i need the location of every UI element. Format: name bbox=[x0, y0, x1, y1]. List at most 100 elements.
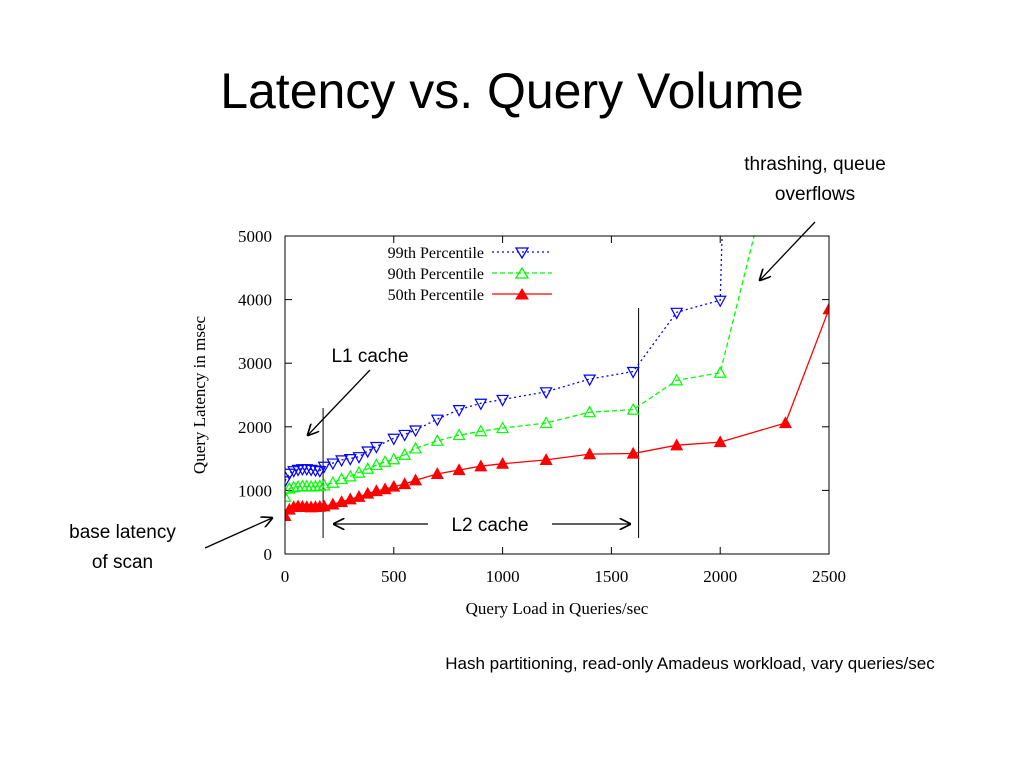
series-1-point-26 bbox=[626, 402, 640, 415]
series-2-point-22 bbox=[474, 459, 488, 472]
series-0-point-17 bbox=[398, 429, 412, 442]
l1-cache-label: L1 cache bbox=[331, 346, 408, 367]
series-0-point-9 bbox=[317, 461, 331, 474]
x-tick-label-2: 1000 bbox=[486, 567, 520, 586]
series-1-point-16 bbox=[378, 455, 392, 467]
series-1-point-23 bbox=[496, 421, 510, 434]
series-2-point-28 bbox=[713, 435, 727, 448]
series-1-point-12 bbox=[343, 469, 357, 482]
series-2-point-26 bbox=[626, 446, 640, 459]
y-tick-label-3: 3000 bbox=[238, 354, 272, 373]
base-latency-line1: base latency bbox=[69, 522, 176, 543]
thrashing-arrow bbox=[760, 221, 816, 280]
series-2-point-25 bbox=[583, 447, 597, 460]
series-0-point-21 bbox=[474, 398, 488, 411]
series-line-2 bbox=[285, 308, 829, 517]
y-tick-label-1: 1000 bbox=[238, 481, 272, 500]
x-tick-label-4: 2000 bbox=[703, 567, 737, 586]
series-1-point-24 bbox=[539, 416, 553, 429]
legend-marker-90 bbox=[514, 266, 530, 279]
series-2-point-23 bbox=[496, 456, 510, 469]
series-1-point-1 bbox=[285, 481, 296, 494]
series-0-point-11 bbox=[335, 455, 349, 468]
base-latency-arrow bbox=[204, 518, 272, 549]
series-2-point-19 bbox=[409, 473, 423, 486]
series-0-point-5 bbox=[300, 464, 314, 477]
series-0-point-0 bbox=[285, 476, 292, 489]
series-1-point-29 bbox=[752, 218, 763, 228]
legend-label-90: 90th Percentile bbox=[388, 266, 484, 283]
l2-cache-label: L2 cache bbox=[451, 515, 528, 536]
series-0-point-15 bbox=[369, 441, 383, 454]
series-1-point-9 bbox=[317, 478, 331, 491]
slide-title: Latency vs. Query Volume bbox=[220, 63, 804, 119]
series-1-point-15 bbox=[369, 458, 383, 471]
series-group bbox=[285, 218, 829, 521]
series-0-point-14 bbox=[361, 446, 375, 459]
series-1-point-0 bbox=[285, 490, 292, 502]
series-0-point-7 bbox=[308, 465, 322, 478]
series-2-point-17 bbox=[387, 479, 401, 492]
thrashing-annotation: thrashing, queue overflows bbox=[700, 150, 930, 210]
series-2-point-18 bbox=[398, 477, 412, 490]
series-1-point-17 bbox=[387, 452, 401, 465]
legend-label-99: 99th Percentile bbox=[388, 245, 484, 262]
base-latency-annotation: base latency of scan bbox=[40, 518, 205, 578]
thrashing-annotation-line1: thrashing, queue bbox=[744, 154, 886, 175]
series-0-point-22 bbox=[496, 394, 510, 407]
series-1-point-13 bbox=[352, 465, 366, 478]
series-1-point-22 bbox=[474, 424, 488, 437]
thrashing-annotation-line2: overflows bbox=[774, 184, 856, 205]
x-tick-label-1: 500 bbox=[381, 567, 407, 586]
series-0-point-26 bbox=[670, 307, 684, 320]
series-0-point-20 bbox=[452, 405, 466, 417]
series-0-point-28 bbox=[717, 219, 728, 229]
x-tick-label-3: 1500 bbox=[594, 567, 628, 586]
legend: 99th Percentile 90th Percentile 50th Per… bbox=[388, 245, 552, 304]
base-latency-line2: of scan bbox=[91, 552, 154, 573]
series-0-point-24 bbox=[583, 374, 597, 387]
y-tick-label-0: 0 bbox=[264, 545, 273, 564]
series-0-point-10 bbox=[326, 458, 340, 471]
series-0-point-27 bbox=[713, 295, 727, 308]
plot-frame bbox=[284, 235, 830, 555]
legend-marker-50 bbox=[515, 288, 529, 300]
series-0-point-3 bbox=[291, 464, 305, 477]
series-2-point-20 bbox=[430, 467, 444, 479]
y-tick-label-2: 2000 bbox=[238, 418, 272, 437]
series-1-point-27 bbox=[670, 373, 684, 386]
series-2-point-13 bbox=[352, 490, 366, 502]
series-0-point-12 bbox=[343, 454, 357, 466]
series-1-point-2 bbox=[287, 480, 301, 493]
chart-marks: 0 500 1000 1500 2000 2500 0 1000 2000 3000 4000 500… bbox=[238, 218, 846, 586]
series-1-point-25 bbox=[583, 405, 597, 418]
series-0-point-16 bbox=[387, 433, 401, 446]
series-1-point-28 bbox=[713, 365, 727, 378]
series-0-point-18 bbox=[409, 425, 423, 438]
series-1-point-14 bbox=[361, 462, 375, 474]
x-tick-label-5: 2500 bbox=[812, 567, 846, 586]
series-1-point-19 bbox=[409, 441, 423, 454]
series-1-point-8 bbox=[313, 479, 327, 492]
y-tick-label-4: 4000 bbox=[238, 291, 272, 310]
series-1-point-10 bbox=[326, 476, 340, 488]
legend-marker-99 bbox=[514, 247, 530, 260]
x-tick-label-0: 0 bbox=[281, 567, 290, 586]
l1-cache-arrow bbox=[308, 369, 371, 435]
series-1-point-20 bbox=[430, 434, 444, 446]
series-0-point-8 bbox=[313, 466, 327, 478]
series-1-point-18 bbox=[398, 448, 412, 460]
series-0-point-25 bbox=[626, 366, 640, 379]
series-2-point-29 bbox=[778, 416, 792, 429]
series-2-point-9 bbox=[317, 499, 331, 512]
series-2-point-21 bbox=[452, 463, 466, 476]
series-0-point-13 bbox=[352, 452, 366, 464]
y-tick-label-5: 5000 bbox=[238, 227, 272, 246]
slide-caption: Hash partitioning, read-only Amadeus wor… bbox=[445, 654, 935, 673]
series-0-point-23 bbox=[539, 387, 553, 400]
series-1-point-21 bbox=[452, 428, 466, 441]
legend-label-50: 50th Percentile bbox=[388, 287, 484, 304]
series-1-point-11 bbox=[335, 472, 349, 485]
x-axis-label: Query Load in Queries/sec bbox=[466, 599, 649, 618]
